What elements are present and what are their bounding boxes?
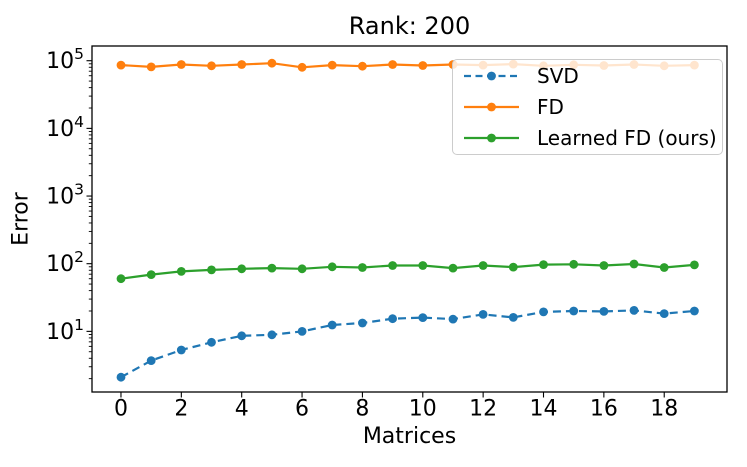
legend-label-svd: SVD <box>537 64 579 88</box>
legend-item-fd: FD <box>463 92 722 123</box>
svd-point <box>659 309 669 318</box>
learned-fd-ours-point <box>659 263 669 272</box>
svd-point <box>207 337 216 347</box>
x-tick-label: 14 <box>530 397 558 422</box>
learned-fd-ours-point <box>448 263 458 273</box>
x-tick-label: 8 <box>355 397 369 422</box>
learned-fd-ours-point <box>569 259 579 269</box>
svd-point <box>267 330 277 340</box>
learned-fd-ours-point <box>629 259 639 269</box>
x-tick-label: 10 <box>409 397 437 422</box>
svd-point <box>327 320 337 330</box>
legend-item-learned-fd: Learned FD (ours) <box>463 123 722 154</box>
fd-point <box>388 60 397 69</box>
learned-fd-ours-point <box>146 270 156 279</box>
legend-sample-learned-fd-line-icon <box>464 133 519 143</box>
y-axis-label: Error <box>8 192 34 246</box>
svd-point <box>297 327 307 336</box>
x-tick-label: 18 <box>650 397 678 422</box>
x-tick-label: 4 <box>235 397 249 422</box>
x-tick-label: 2 <box>174 397 188 422</box>
fd-point <box>418 61 428 70</box>
y-tick-label: 102 <box>46 248 84 277</box>
x-tick-label: 16 <box>590 397 618 422</box>
learned-fd-ours-point <box>358 263 367 272</box>
learned-fd-ours-point <box>599 261 609 270</box>
fd-point <box>297 62 307 72</box>
series-svd <box>116 306 699 382</box>
svd-point <box>629 306 639 315</box>
learned-fd-ours-point <box>237 264 247 274</box>
learned-fd-ours-point <box>418 261 428 270</box>
fd-point <box>176 60 186 69</box>
fd-point <box>327 60 337 70</box>
svd-point <box>237 331 247 341</box>
learned-fd-ours-point <box>388 261 397 270</box>
svd-point <box>176 345 186 355</box>
svd-point <box>116 372 126 382</box>
fd-point <box>146 62 156 72</box>
legend-label-fd: FD <box>537 95 564 119</box>
svd-point <box>569 306 579 316</box>
learned-fd-ours-point <box>267 263 277 273</box>
legend-item-svd: SVD <box>463 61 722 92</box>
series-learned-fd-ours <box>116 259 699 284</box>
learned-fd-ours-point <box>207 265 216 275</box>
x-tick-label: 6 <box>295 397 309 422</box>
svd-point <box>418 313 428 322</box>
svd-point <box>358 318 367 328</box>
y-tick-label: 105 <box>46 45 84 74</box>
svd-point <box>388 314 397 324</box>
x-tick-label: 0 <box>114 397 128 422</box>
learned-fd-ours-point <box>176 267 186 276</box>
chart-title: Rank: 200 <box>348 12 471 40</box>
fd-point <box>267 58 277 68</box>
learned-fd-ours-point <box>508 262 518 272</box>
learned-fd-ours-point <box>297 264 307 274</box>
y-tick-label: 103 <box>46 181 84 210</box>
svd-point <box>146 356 156 365</box>
legend: SVD FD Learned FD (ours) <box>452 59 723 155</box>
x-tick-label: 12 <box>469 397 497 422</box>
fd-point <box>358 61 367 71</box>
svd-point <box>599 307 609 316</box>
fd-point <box>207 61 216 71</box>
legend-label-learned-fd: Learned FD (ours) <box>537 126 717 150</box>
svd-point <box>448 314 458 324</box>
svd-point <box>539 307 548 317</box>
fd-point <box>116 60 126 70</box>
svd-point <box>508 313 518 322</box>
legend-sample-fd-line-icon <box>464 102 519 112</box>
y-tick-label: 104 <box>46 113 84 142</box>
learned-fd-ours-point <box>327 262 337 272</box>
axes-frame <box>91 45 728 393</box>
y-tick-label: 101 <box>46 316 84 345</box>
svd-point <box>478 310 488 319</box>
learned-fd-ours-line <box>120 262 695 280</box>
learned-fd-ours-point <box>539 260 548 269</box>
svd-line <box>120 309 695 379</box>
fd-point <box>237 60 247 69</box>
legend-sample-svd-line-icon <box>464 71 519 81</box>
learned-fd-ours-point <box>690 260 699 270</box>
learned-fd-ours-point <box>116 274 126 284</box>
learned-fd-ours-point <box>478 261 488 270</box>
svd-point <box>690 306 699 316</box>
x-axis-label: Matrices <box>362 424 457 449</box>
